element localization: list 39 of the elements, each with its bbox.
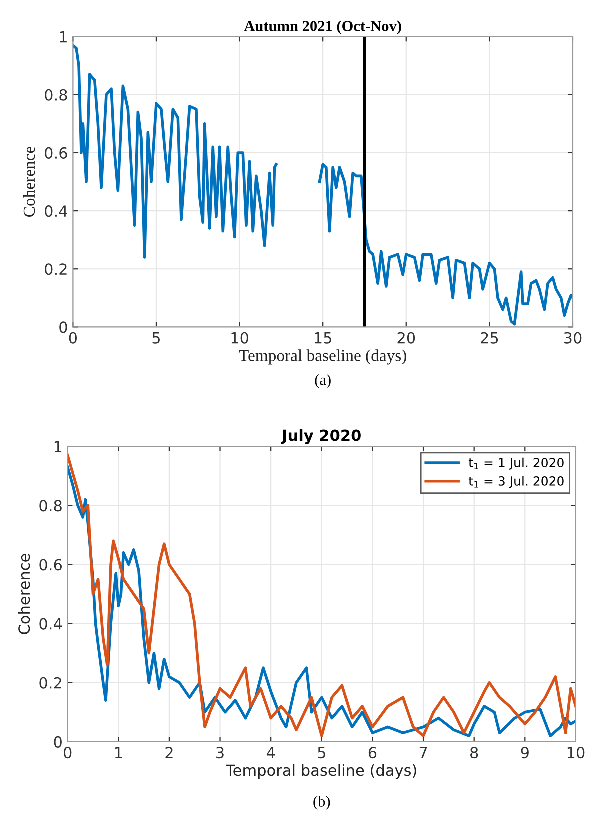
x-tick-label: 4 [266, 747, 276, 758]
y-tick-label: 0.8 [40, 500, 62, 512]
x-tick-label: 0 [69, 332, 78, 344]
y-tick-label: 0.8 [45, 89, 68, 101]
y-tick-label: 0.2 [40, 677, 62, 689]
chart-title: Autumn 2021 (Oct-Nov) [244, 20, 402, 35]
x-tick-label: 7 [420, 747, 428, 758]
y-tick-label: 0.6 [45, 147, 68, 159]
y-axis-title: Coherence [18, 554, 30, 634]
legend-label: t$_{1}$ = 1 Jul. 2020 [468, 458, 564, 470]
y-tick-label: 0 [60, 322, 68, 334]
y-tick-label: 1 [54, 441, 62, 452]
x-tick-label: 5 [152, 332, 160, 344]
x-axis-title: Temporal baseline (days) [239, 350, 406, 365]
x-tick-label: 10 [568, 747, 585, 759]
x-tick-label: 25 [481, 332, 498, 344]
x-axis-title: Temporal baseline (days) [226, 764, 416, 780]
x-tick-label: 15 [315, 332, 332, 344]
y-tick-label: 0.4 [40, 618, 62, 630]
x-tick-label: 30 [564, 332, 582, 344]
y-tick-label: 0.4 [45, 206, 68, 218]
y-tick-label: 1 [60, 31, 67, 43]
y-axis-title: Coherence [23, 146, 36, 217]
x-tick-label: 10 [232, 332, 248, 344]
x-tick-label: 8 [470, 747, 478, 759]
x-tick-label: 9 [521, 747, 529, 759]
x-tick-label: 1 [115, 747, 122, 758]
text: (a) [315, 374, 331, 388]
x-tick-label: 6 [368, 747, 377, 759]
x-tick-label: 3 [216, 747, 224, 759]
y-tick-label: 0.6 [40, 559, 62, 571]
text: (b) [314, 796, 330, 810]
legend-label: t$_{1}$ = 3 Jul. 2020 [468, 476, 564, 488]
x-tick-label: 5 [318, 747, 326, 759]
y-tick-label: 0.2 [45, 264, 67, 276]
x-tick-label: 2 [166, 747, 173, 758]
chart-title: July 2020 [281, 429, 361, 444]
y-tick-label: 0 [54, 736, 62, 748]
x-tick-label: 20 [398, 332, 416, 344]
